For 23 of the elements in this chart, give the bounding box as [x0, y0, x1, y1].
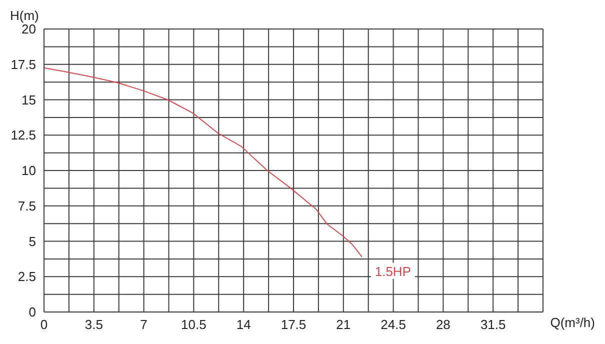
y-tick-label: 5: [28, 234, 36, 249]
y-tick-label: 0: [28, 304, 36, 320]
y-tick-label: 17.5: [10, 56, 36, 72]
y-tick-label: 2.5: [18, 269, 36, 284]
y-tick-label: 7.5: [18, 198, 36, 214]
y-tick-label: 12.5: [10, 128, 36, 143]
y-tick-label: 15: [22, 92, 36, 108]
x-tick-label: 21: [336, 317, 351, 332]
series-label: 1.5HP: [374, 264, 412, 279]
x-tick-label: 31.5: [480, 317, 506, 332]
y-tick-label: 10: [22, 163, 36, 178]
y-axis-title: H(m): [10, 8, 39, 23]
x-tick-label: 14: [236, 317, 251, 332]
line-series: [44, 67, 362, 258]
x-tick-label: 17.5: [280, 317, 306, 332]
x-tick-label: 7: [140, 317, 148, 332]
x-tick-label: 10.5: [181, 317, 206, 332]
x-axis-title: Q(m³/h): [550, 315, 595, 330]
x-tick-label: 24.5: [380, 317, 406, 332]
y-tick-label: 20: [22, 22, 36, 37]
x-tick-label: 0: [40, 317, 48, 332]
x-tick-label: 3.5: [84, 317, 103, 332]
x-tick-label: 28: [436, 317, 450, 332]
